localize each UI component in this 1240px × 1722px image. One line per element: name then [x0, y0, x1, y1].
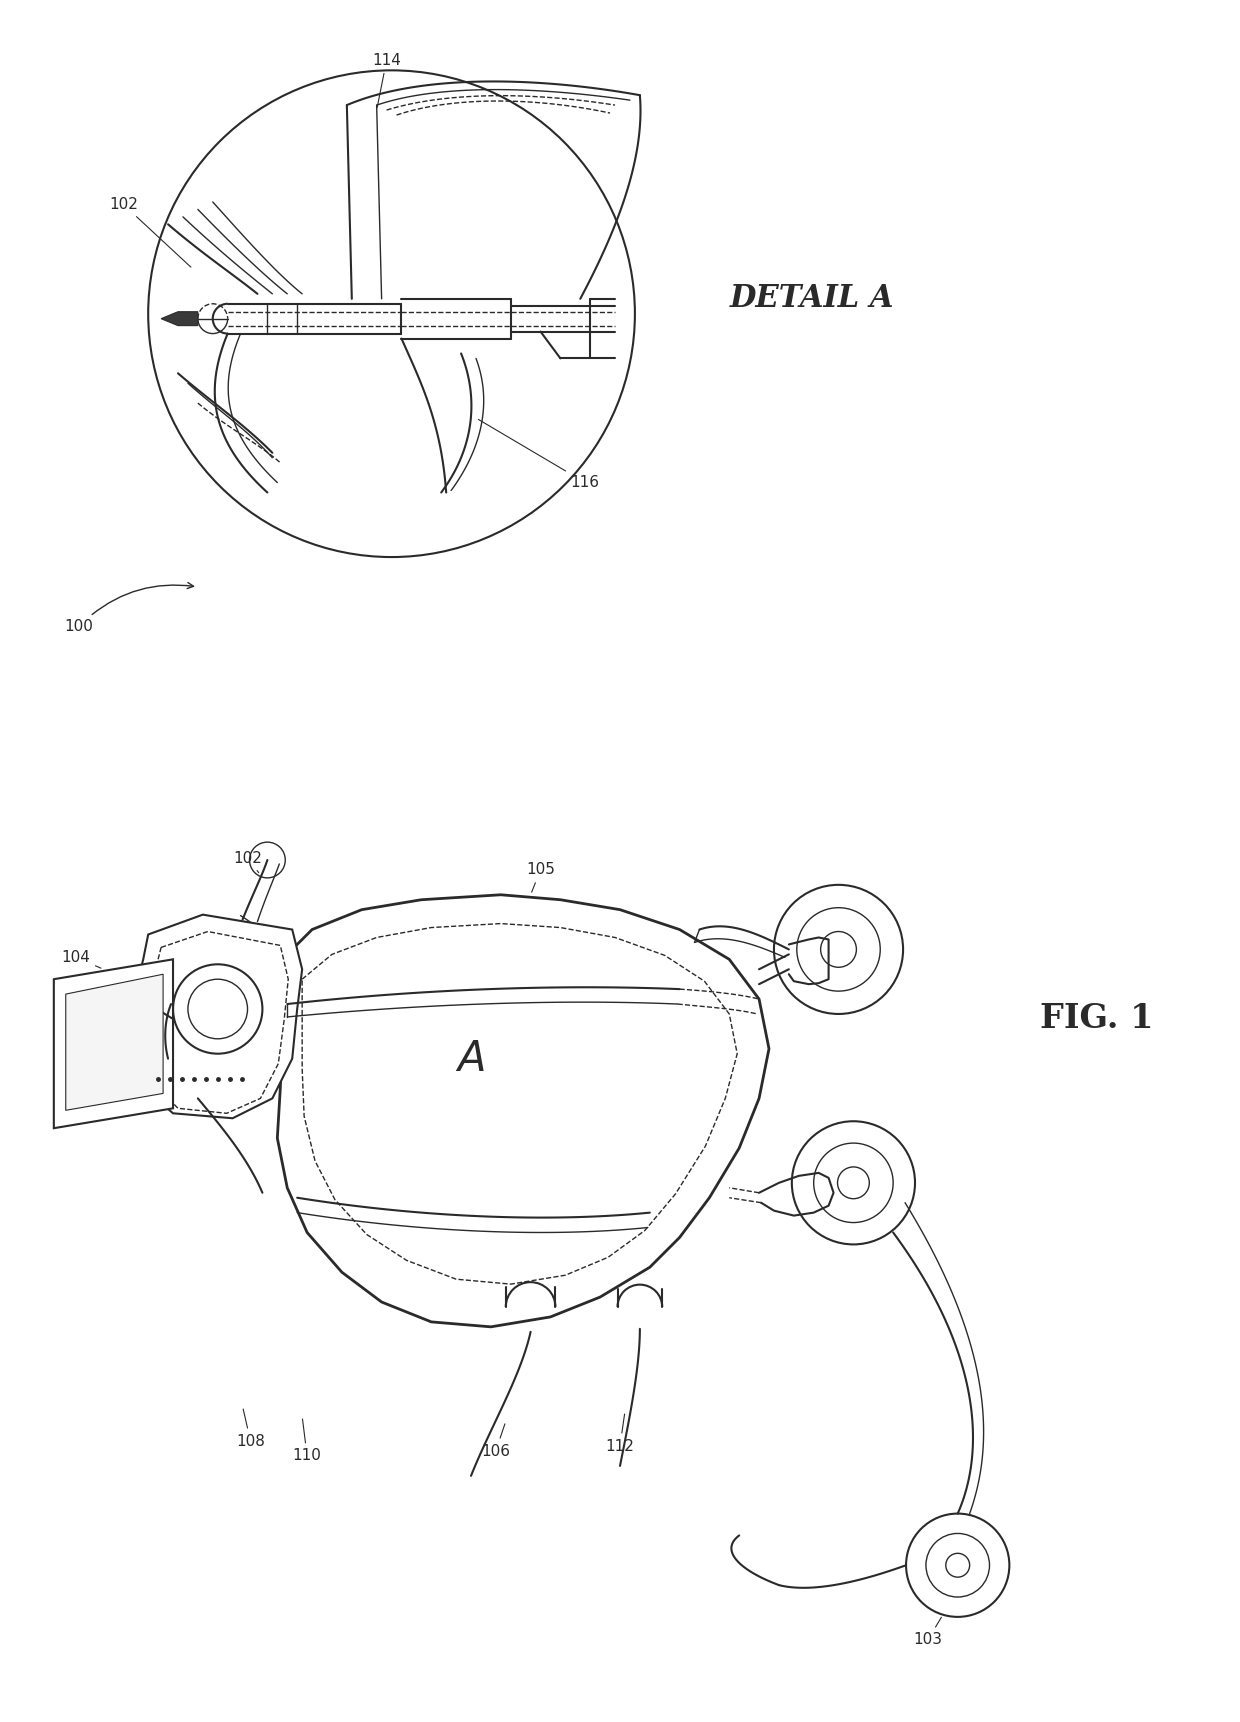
Text: 104: 104	[61, 951, 100, 968]
Text: 103: 103	[914, 1617, 942, 1648]
Polygon shape	[278, 895, 769, 1328]
Text: FIG. 1: FIG. 1	[1040, 1002, 1153, 1035]
Polygon shape	[161, 312, 198, 325]
Text: 110: 110	[293, 1419, 321, 1464]
Text: A: A	[456, 1038, 485, 1080]
Polygon shape	[66, 975, 164, 1111]
Text: 106: 106	[481, 1424, 511, 1459]
Text: 100: 100	[64, 582, 193, 634]
Text: 112: 112	[605, 1414, 635, 1453]
Text: 102: 102	[233, 851, 262, 873]
Text: 102: 102	[109, 196, 191, 267]
Polygon shape	[53, 959, 174, 1128]
Text: 116: 116	[479, 420, 600, 491]
Text: 114: 114	[372, 53, 401, 107]
Text: 108: 108	[236, 1409, 265, 1448]
Text: 105: 105	[526, 863, 556, 892]
Polygon shape	[128, 914, 303, 1118]
Text: DETAIL A: DETAIL A	[729, 284, 894, 315]
